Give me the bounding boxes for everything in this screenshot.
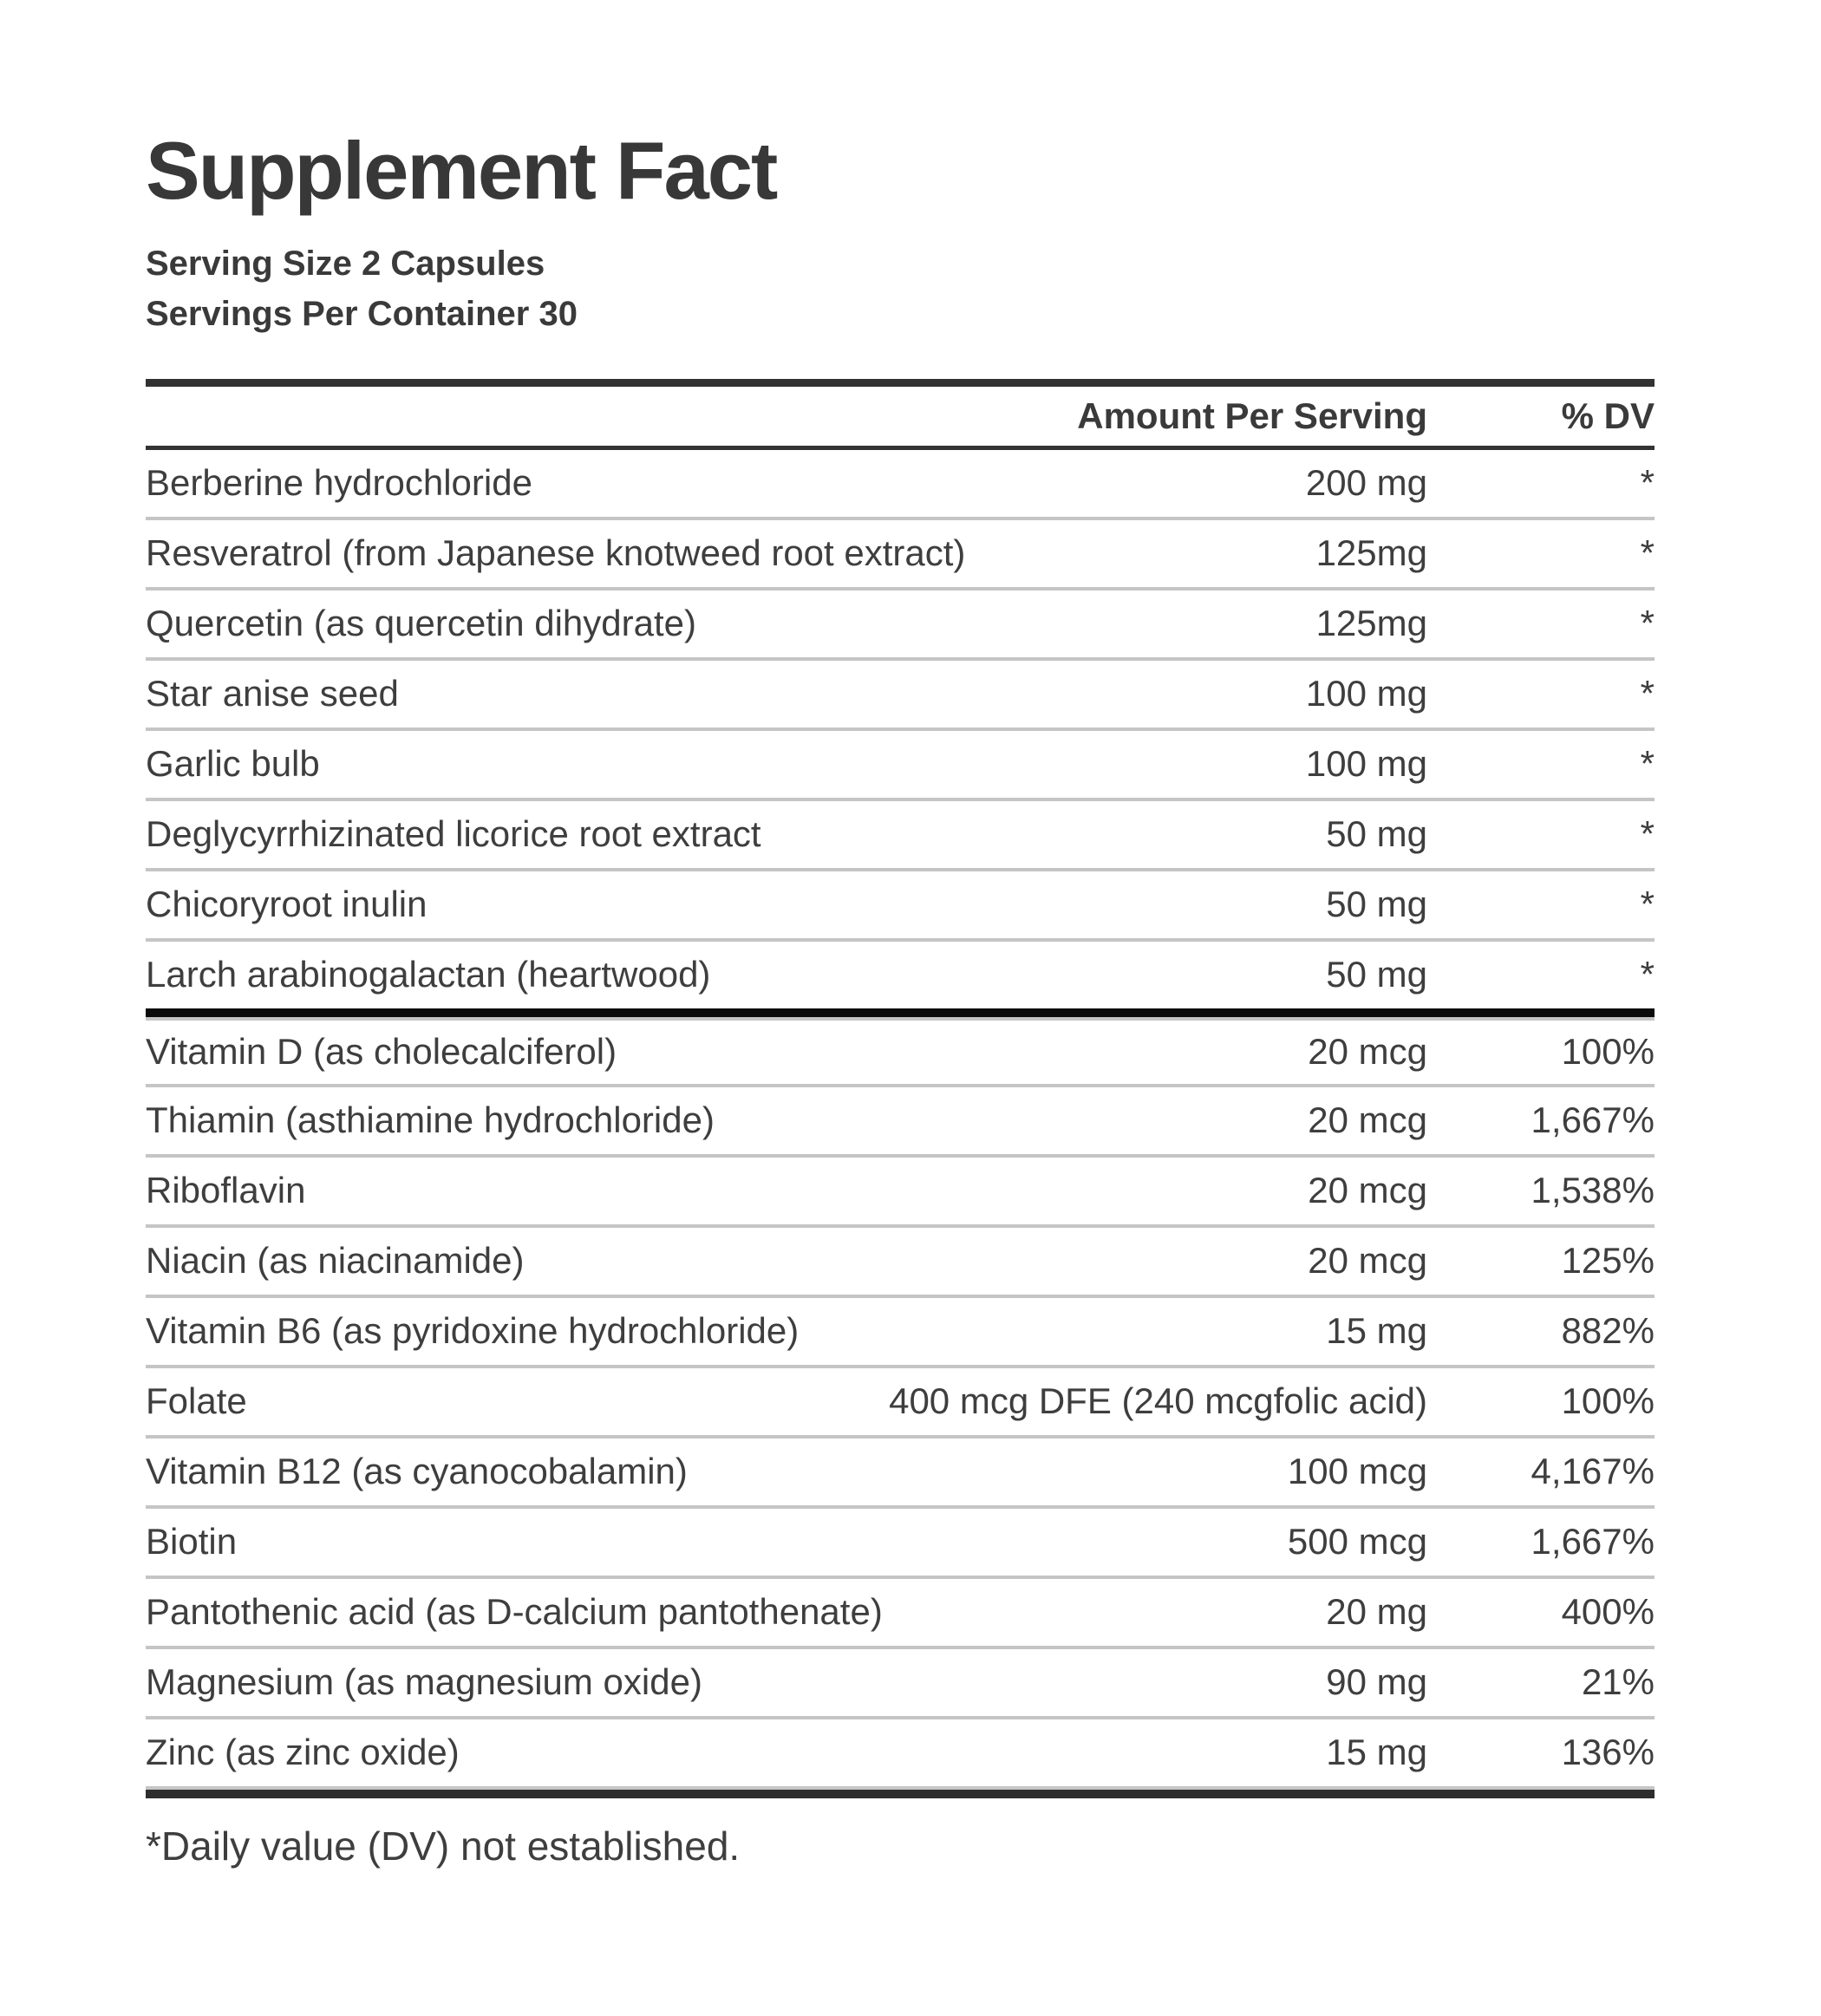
ingredient-name: Garlic bulb [146, 743, 320, 785]
dv-value: * [1640, 813, 1655, 855]
dv-value: 1,667% [1531, 1099, 1655, 1141]
servings-per-container: Servings Per Container 30 [146, 294, 578, 333]
table-row: Resveratrol (from Japanese knotweed root… [146, 520, 1655, 590]
ingredient-name: Vitamin B12 (as cyanocobalamin) [146, 1451, 688, 1492]
serving-size: Serving Size 2 Capsules [146, 244, 545, 283]
table-header-row: Amount Per Serving % DV [146, 387, 1655, 450]
ingredient-name: Niacin (as niacinamide) [146, 1240, 525, 1282]
table-row: Larch arabinogalactan (heartwood) 50 mg … [146, 942, 1655, 1017]
daily-value-footnote: *Daily value (DV) not established. [146, 1823, 741, 1869]
amount-value: 125mg [1315, 603, 1427, 644]
dv-value: 1,667% [1531, 1521, 1655, 1563]
amount-value: 20 mcg [1308, 1031, 1427, 1073]
dv-value: 21% [1581, 1661, 1655, 1703]
ingredient-name: Vitamin B6 (as pyridoxine hydrochloride) [146, 1310, 800, 1352]
amount-value: 15 mg [1326, 1310, 1427, 1352]
ingredient-name: Zinc (as zinc oxide) [146, 1732, 460, 1773]
table-row: Riboflavin 20 mcg 1,538% [146, 1158, 1655, 1228]
amount-value: 20 mcg [1308, 1099, 1427, 1141]
dv-value: 100% [1561, 1380, 1655, 1422]
ingredient-name: Deglycyrrhizinated licorice root extract [146, 813, 761, 855]
amount-value: 50 mg [1326, 813, 1427, 855]
table-row: Niacin (as niacinamide) 20 mcg 125% [146, 1228, 1655, 1298]
amount-value: 400 mcg DFE (240 mcgfolic acid) [889, 1380, 1427, 1422]
ingredient-name: Biotin [146, 1521, 238, 1563]
table-body: Berberine hydrochloride 200 mg * Resvera… [146, 450, 1655, 1790]
table-row: Berberine hydrochloride 200 mg * [146, 450, 1655, 520]
ingredient-name: Star anise seed [146, 673, 399, 714]
dv-value: 136% [1561, 1732, 1655, 1773]
dv-value: 1,538% [1531, 1170, 1655, 1211]
dv-value: 400% [1561, 1591, 1655, 1633]
table-row: Chicoryroot inulin 50 mg * [146, 871, 1655, 942]
dv-value: * [1640, 462, 1655, 504]
amount-value: 20 mcg [1308, 1170, 1427, 1211]
ingredient-name: Pantothenic acid (as D-calcium pantothen… [146, 1591, 883, 1633]
ingredient-name: Berberine hydrochloride [146, 462, 532, 504]
ingredient-name: Vitamin D (as cholecalciferol) [146, 1031, 617, 1073]
amount-value: 50 mg [1326, 954, 1427, 995]
dv-value: * [1640, 603, 1655, 644]
amount-value: 100 mg [1305, 743, 1427, 785]
table-row: Vitamin B12 (as cyanocobalamin) 100 mcg … [146, 1439, 1655, 1509]
amount-value: 15 mg [1326, 1732, 1427, 1773]
table-row: Folate 400 mcg DFE (240 mcgfolic acid) 1… [146, 1368, 1655, 1439]
table-row: Zinc (as zinc oxide) 15 mg 136% [146, 1719, 1655, 1790]
amount-value: 20 mcg [1308, 1240, 1427, 1282]
table-row: Magnesium (as magnesium oxide) 90 mg 21% [146, 1649, 1655, 1719]
ingredient-name: Chicoryroot inulin [146, 884, 428, 925]
amount-value: 50 mg [1326, 884, 1427, 925]
table-row: Thiamin (asthiamine hydrochloride) 20 mc… [146, 1087, 1655, 1158]
dv-value: 125% [1561, 1240, 1655, 1282]
ingredient-name: Thiamin (asthiamine hydrochloride) [146, 1099, 715, 1141]
dv-value: 4,167% [1531, 1451, 1655, 1492]
ingredient-name: Folate [146, 1380, 247, 1422]
dv-value: * [1640, 743, 1655, 785]
table-row: Vitamin D (as cholecalciferol) 20 mcg 10… [146, 1016, 1655, 1087]
amount-value: 100 mg [1305, 673, 1427, 714]
table-row: Vitamin B6 (as pyridoxine hydrochloride)… [146, 1298, 1655, 1368]
dv-value: * [1640, 884, 1655, 925]
table-top-bar [146, 378, 1655, 387]
ingredient-name: Quercetin (as quercetin dihydrate) [146, 603, 696, 644]
ingredient-name: Resveratrol (from Japanese knotweed root… [146, 532, 966, 574]
ingredient-name: Riboflavin [146, 1170, 306, 1211]
dv-value: 882% [1561, 1310, 1655, 1352]
ingredient-name: Magnesium (as magnesium oxide) [146, 1661, 702, 1703]
amount-value: 500 mcg [1287, 1521, 1427, 1563]
supplement-facts-table: Amount Per Serving % DV Berberine hydroc… [146, 378, 1655, 1798]
table-row: Garlic bulb 100 mg * [146, 731, 1655, 801]
page-title: Supplement Fact [146, 125, 778, 216]
table-row: Biotin 500 mcg 1,667% [146, 1509, 1655, 1579]
amount-value: 20 mg [1326, 1591, 1427, 1633]
table-row: Star anise seed 100 mg * [146, 661, 1655, 731]
percent-dv-header: % DV [1561, 395, 1655, 436]
ingredient-name: Larch arabinogalactan (heartwood) [146, 954, 711, 995]
table-row: Quercetin (as quercetin dihydrate) 125mg… [146, 590, 1655, 661]
dv-value: * [1640, 954, 1655, 995]
table-row: Pantothenic acid (as D-calcium pantothen… [146, 1579, 1655, 1649]
amount-value: 200 mg [1305, 462, 1427, 504]
amount-value: 90 mg [1326, 1661, 1427, 1703]
amount-value: 100 mcg [1287, 1451, 1427, 1492]
dv-value: 100% [1561, 1031, 1655, 1073]
dv-value: * [1640, 673, 1655, 714]
dv-value: * [1640, 532, 1655, 574]
table-row: Deglycyrrhizinated licorice root extract… [146, 801, 1655, 871]
table-bottom-bar [146, 1789, 1655, 1798]
amount-value: 125mg [1315, 532, 1427, 574]
amount-per-serving-header: Amount Per Serving [1077, 395, 1427, 436]
serving-info: Serving Size 2 Capsules Servings Per Con… [146, 238, 1655, 339]
